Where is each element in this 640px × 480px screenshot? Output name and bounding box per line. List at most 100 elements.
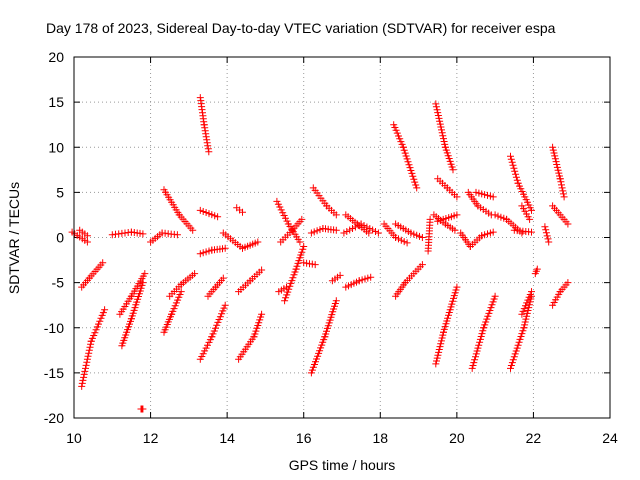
data-point-markers	[137, 405, 147, 413]
data-arc	[424, 215, 434, 255]
data-point-markers	[235, 333, 258, 363]
data-point-markers	[424, 215, 434, 255]
y-tick-label: -5	[52, 275, 65, 291]
x-tick-label: 14	[219, 430, 235, 446]
data-arc	[556, 279, 572, 296]
x-tick-label: 24	[602, 430, 618, 446]
data-arc	[208, 244, 229, 254]
tick-labels: 10 12 14 16 18 20 22 24 -20 -15 -10 -5 0 5 10 15 20	[44, 49, 618, 446]
data-arc	[468, 324, 488, 372]
data-arc	[200, 121, 213, 156]
data-point-markers	[127, 270, 149, 300]
data-point-markers	[85, 259, 107, 282]
data-point-markers	[432, 328, 447, 368]
data-point-markers	[233, 204, 246, 216]
data-arc	[443, 184, 461, 201]
x-tick-label: 16	[296, 430, 312, 446]
data-point-markers	[434, 175, 451, 192]
data-arc	[239, 238, 262, 252]
y-tick-label: 10	[48, 139, 64, 155]
data-arc	[474, 202, 495, 219]
x-tick-label: 22	[526, 430, 542, 446]
data-arc	[440, 283, 461, 336]
data-point-markers	[507, 152, 522, 187]
y-tick-label: 5	[56, 184, 64, 200]
data-arc	[307, 225, 327, 237]
data-point-markers	[307, 225, 327, 237]
data-point-markers	[441, 220, 459, 234]
data-arc	[556, 175, 568, 201]
data-point-markers	[541, 223, 553, 246]
y-tick-label: -15	[44, 365, 64, 381]
data-point-markers	[118, 315, 135, 350]
data-arc	[273, 197, 292, 228]
data-arc	[328, 271, 344, 285]
x-tick-label: 12	[143, 430, 159, 446]
data-arc	[399, 143, 421, 192]
data-arc	[514, 179, 535, 214]
data-point-markers	[208, 244, 229, 254]
data-point-markers	[357, 220, 382, 237]
data-arc	[319, 225, 340, 234]
data-point-markers	[78, 337, 95, 390]
x-axis-label: GPS time / hours	[289, 457, 396, 473]
data-arc	[127, 279, 147, 323]
data-point-markers	[472, 188, 497, 201]
data-arc	[76, 226, 91, 240]
data-arc	[407, 229, 426, 241]
data-point-markers	[196, 206, 222, 221]
data-arc	[250, 310, 266, 341]
data-point-markers	[549, 143, 564, 183]
data-arc	[518, 288, 535, 318]
data-point-markers	[212, 274, 227, 291]
data-arc	[401, 261, 426, 287]
data-point-markers	[441, 143, 457, 174]
data-arc	[175, 211, 197, 234]
y-tick-label: -10	[44, 320, 64, 336]
data-point-markers	[468, 324, 488, 372]
data-arc	[390, 121, 407, 151]
data-point-markers	[275, 283, 290, 296]
data-point-markers	[556, 175, 568, 201]
data-arc	[196, 206, 222, 221]
data-arc	[87, 306, 109, 345]
data-arc	[307, 333, 329, 377]
data-point-markers	[478, 228, 497, 240]
data-point-markers	[392, 234, 411, 247]
data-arc	[246, 266, 266, 285]
data-arc	[434, 211, 461, 225]
data-point-markers	[549, 202, 572, 228]
data-arc	[323, 202, 340, 219]
data-arc	[434, 175, 451, 192]
data-arc	[275, 283, 290, 296]
data-arc	[204, 283, 220, 300]
data-arc	[137, 405, 147, 413]
data-arc	[392, 234, 411, 247]
y-tick-label: 0	[56, 230, 64, 246]
data-point-markers	[177, 270, 199, 288]
data-point-markers	[518, 202, 534, 223]
data-arc	[212, 274, 227, 291]
data-point-markers	[510, 226, 535, 236]
data-point-markers	[307, 333, 329, 377]
data-point-markers	[127, 279, 147, 323]
data-point-markers	[246, 266, 266, 285]
data-point-markers	[281, 265, 300, 305]
data-point-markers	[273, 197, 292, 228]
data-arc	[518, 202, 534, 223]
data-arc	[208, 301, 229, 341]
data-arc	[127, 228, 147, 238]
data-point-markers	[507, 324, 528, 372]
data-arc	[441, 143, 457, 174]
data-arc	[118, 315, 135, 350]
data-arc	[480, 292, 499, 332]
data-point-markers	[399, 143, 421, 192]
data-arc	[549, 143, 564, 183]
data-point-markers	[127, 228, 147, 238]
data-arc	[531, 265, 541, 278]
data-point-markers	[390, 121, 407, 151]
y-tick-label: 20	[48, 49, 64, 65]
data-point-markers	[288, 215, 306, 234]
data-point-markers	[200, 121, 213, 156]
data-point-markers	[76, 226, 91, 240]
